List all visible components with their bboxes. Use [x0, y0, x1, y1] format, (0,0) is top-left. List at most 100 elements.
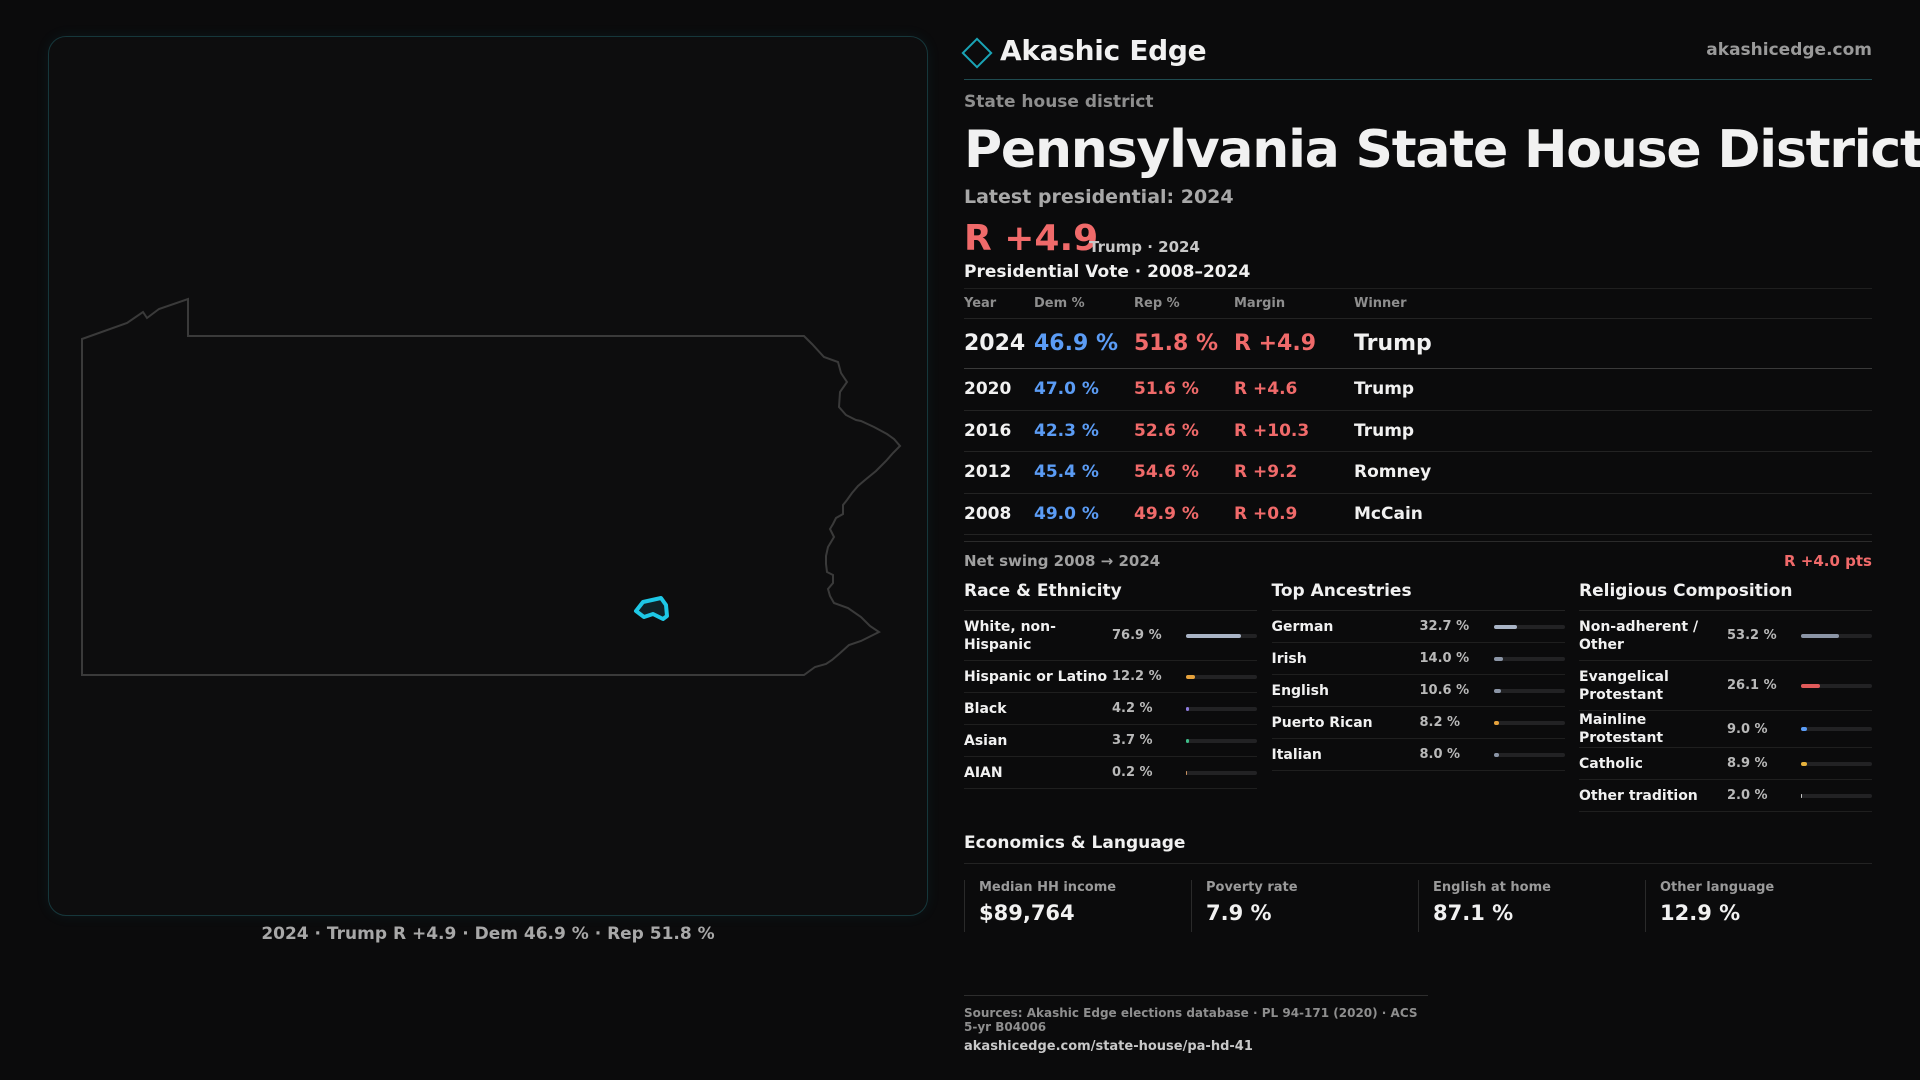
item-label: German: [1271, 618, 1334, 635]
item-bar-fill: [1186, 633, 1241, 638]
item-pct: 4.2 %: [1112, 701, 1153, 716]
item-bar: [1493, 688, 1565, 693]
cell-rep: 51.6 %: [1134, 379, 1199, 400]
brand-header: Akashic Edge akashicedge.com: [961, 30, 1872, 80]
cell-margin: R +4.9: [1234, 331, 1317, 356]
brand-url-link[interactable]: akashicedge.com: [1706, 40, 1872, 60]
cell-dem: 49.0 %: [1034, 503, 1099, 524]
ancestries-section: Top Ancestries German 32.7 % Irish 14.0 …: [1271, 579, 1565, 812]
item-pct: 0.2 %: [1112, 765, 1153, 780]
votes-table: Year Dem % Rep % Margin Winner 2024 46.9…: [964, 288, 1872, 535]
table-row: 2008 49.0 % 49.9 % R +0.9 McCain: [964, 494, 1872, 535]
stat-poverty-rate: Poverty rate 7.9 %: [1191, 880, 1418, 932]
race-ethnicity-section: Race & Ethnicity White, non-Hispanic 76.…: [964, 579, 1257, 812]
item-bar-fill: [1186, 738, 1189, 743]
item-bar-fill: [1801, 793, 1803, 798]
district-map[interactable]: [48, 36, 928, 916]
item-bar: [1186, 738, 1257, 743]
item-pct: 3.7 %: [1112, 733, 1153, 748]
item-pct: 8.2 %: [1419, 715, 1461, 730]
item-bar-fill: [1186, 706, 1189, 711]
stat-value: 7.9 %: [1206, 901, 1272, 925]
list-item: Irish 14.0 %: [1271, 643, 1565, 675]
swing-label: Net swing 2008 → 2024: [964, 552, 1161, 570]
list-item: Asian 3.7 %: [964, 725, 1257, 757]
district-kind: State house district: [964, 92, 1154, 112]
stat-label: Poverty rate: [1206, 880, 1298, 895]
item-bar: [1801, 761, 1872, 766]
item-bar-fill: [1186, 770, 1188, 775]
list-item: Catholic 8.9 %: [1579, 748, 1872, 780]
item-label: AIAN: [964, 764, 1003, 781]
item-pct: 2.0 %: [1727, 788, 1768, 803]
cell-margin: R +10.3: [1234, 420, 1310, 441]
item-bar: [1801, 793, 1872, 798]
stat-value: 87.1 %: [1433, 901, 1514, 925]
item-pct: 26.1 %: [1727, 678, 1777, 693]
item-label: English: [1271, 682, 1329, 699]
cell-winner: Trump: [1354, 379, 1415, 400]
district-shape[interactable]: [634, 596, 669, 621]
item-bar: [1186, 706, 1257, 711]
item-bar-fill: [1186, 674, 1195, 679]
cell-year: 2012: [964, 462, 1012, 483]
map-caption: 2024 · Trump R +4.9 · Dem 46.9 % · Rep 5…: [261, 924, 715, 944]
item-bar: [1801, 683, 1872, 688]
item-bar-fill: [1801, 727, 1808, 731]
table-row: 2024 46.9 % 51.8 % R +4.9 Trump: [964, 319, 1872, 369]
table-row: 2020 47.0 % 51.6 % R +4.6 Trump: [964, 369, 1872, 411]
cell-winner: McCain: [1354, 503, 1423, 524]
item-pct: 76.9 %: [1112, 628, 1162, 643]
col-dem: Dem %: [1034, 296, 1085, 311]
cell-dem: 45.4 %: [1034, 462, 1099, 483]
swing-value: R +4.0 pts: [1784, 552, 1872, 570]
brand-name: Akashic Edge: [1000, 34, 1207, 67]
item-label: Hispanic or Latino: [964, 668, 1108, 685]
stat-other-language: Other language 12.9 %: [1645, 880, 1872, 932]
list-item: Black 4.2 %: [964, 693, 1257, 725]
net-swing: Net swing 2008 → 2024 R +4.0 pts: [964, 541, 1872, 579]
cell-winner: Trump: [1354, 331, 1432, 356]
list-item: Italian 8.0 %: [1271, 739, 1565, 771]
item-pct: 10.6 %: [1419, 683, 1470, 698]
item-bar-fill: [1801, 683, 1820, 688]
item-label: Asian: [964, 732, 1008, 749]
cell-dem: 46.9 %: [1034, 331, 1118, 356]
margin-note: Trump · 2024: [1089, 238, 1200, 256]
economics-stats: Median HH income $89,764 Poverty rate 7.…: [964, 880, 1872, 932]
cell-year: 2008: [964, 503, 1012, 524]
cell-winner: Romney: [1354, 462, 1432, 483]
cell-rep: 49.9 %: [1134, 503, 1199, 524]
margin-value: R +4.9: [964, 218, 1099, 259]
item-bar: [1186, 770, 1257, 775]
item-label: White, non-Hispanic: [964, 618, 1056, 653]
item-bar: [1493, 656, 1565, 661]
item-bar: [1493, 752, 1565, 757]
item-pct: 12.2 %: [1112, 669, 1162, 684]
state-outline: [81, 297, 902, 676]
cell-rep: 51.8 %: [1134, 331, 1218, 356]
cell-year: 2016: [964, 420, 1012, 441]
item-bar: [1493, 624, 1565, 629]
source-link[interactable]: akashicedge.com/state-house/pa-hd-41: [964, 1039, 1253, 1054]
stat-english-home: English at home 87.1 %: [1418, 880, 1645, 932]
item-label: Black: [964, 700, 1007, 717]
col-winner: Winner: [1354, 296, 1407, 311]
map-svg: [81, 297, 902, 676]
item-bar-fill: [1493, 624, 1517, 629]
list-item: Puerto Rican 8.2 %: [1271, 707, 1565, 739]
list-item: Hispanic or Latino 12.2 %: [964, 661, 1257, 693]
section-heading: Race & Ethnicity: [964, 579, 1257, 611]
table-header: Year Dem % Rep % Margin Winner: [964, 289, 1872, 319]
item-bar-fill: [1493, 656, 1504, 661]
list-item: White, non-Hispanic 76.9 %: [964, 611, 1257, 661]
item-bar: [1493, 720, 1565, 725]
item-label: Evangelical Protestant: [1579, 668, 1669, 703]
item-label: Catholic: [1579, 755, 1643, 772]
section-heading: Top Ancestries: [1271, 579, 1565, 611]
item-pct: 32.7 %: [1419, 619, 1470, 634]
diamond-logo-icon: [961, 37, 993, 69]
item-bar: [1186, 674, 1257, 679]
info-panel: Akashic Edge akashicedge.com State house…: [961, 30, 1920, 932]
list-item: Non-adherent / Other 53.2 %: [1579, 611, 1872, 661]
